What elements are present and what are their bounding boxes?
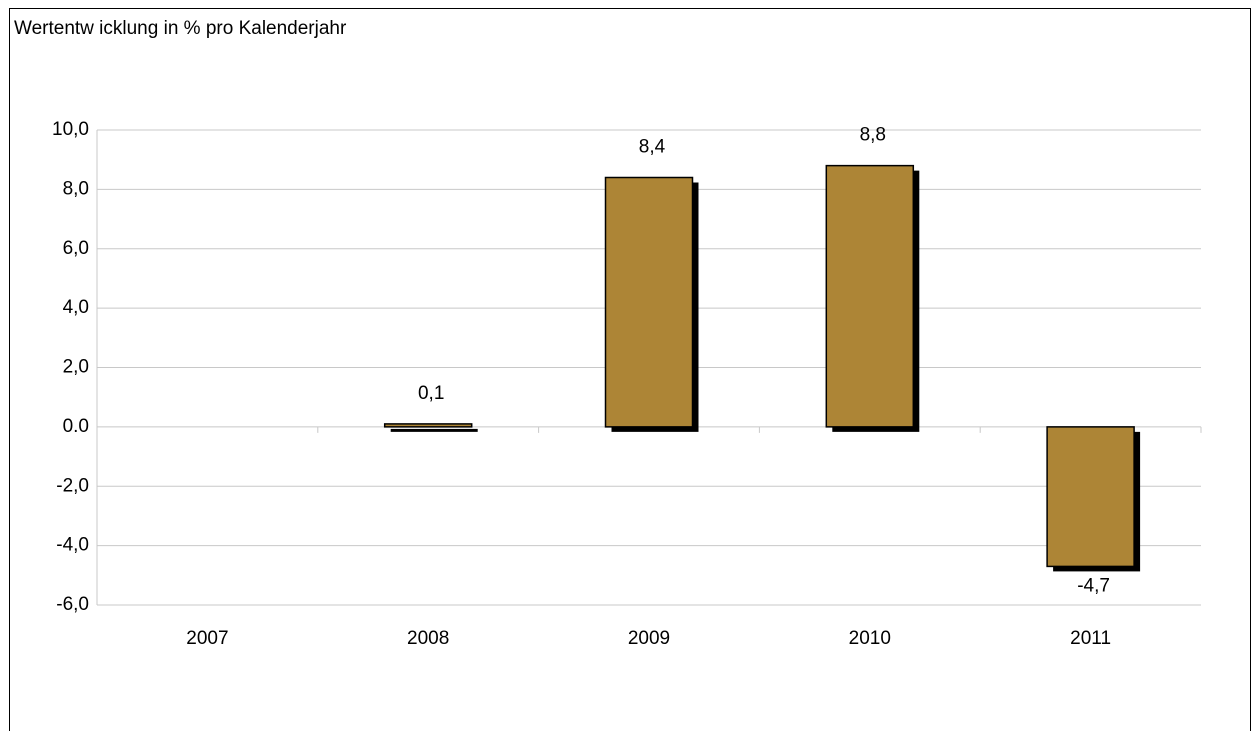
y-tick-label: 2,0 <box>63 357 89 378</box>
y-tick-label: 10,0 <box>52 119 89 140</box>
x-tick-label: 2007 <box>186 628 228 649</box>
value-label: 8,4 <box>639 137 666 158</box>
y-tick-label: 0.0 <box>63 416 89 437</box>
chart-title: Wertentw icklung in % pro Kalenderjahr <box>14 18 347 39</box>
value-label: 0,1 <box>418 383 444 404</box>
bar-shadow <box>390 428 478 432</box>
x-tick-label: 2008 <box>407 628 449 649</box>
value-label: -4,7 <box>1077 575 1110 596</box>
y-tick-label: -6,0 <box>56 594 89 615</box>
y-tick-label: 4,0 <box>63 297 89 318</box>
x-tick-label: 2009 <box>628 628 670 649</box>
x-tick-label: 2010 <box>849 628 891 649</box>
y-tick-label: 6,0 <box>63 238 89 259</box>
bar <box>1046 426 1135 568</box>
y-tick-label: 8,0 <box>63 178 89 199</box>
bar <box>825 164 915 428</box>
y-tick-label: -4,0 <box>56 535 89 556</box>
y-tick-label: -2,0 <box>56 475 89 496</box>
bar <box>383 423 473 428</box>
bar <box>604 176 694 428</box>
x-tick-label: 2011 <box>1070 628 1111 649</box>
value-label: 8,8 <box>860 125 886 146</box>
